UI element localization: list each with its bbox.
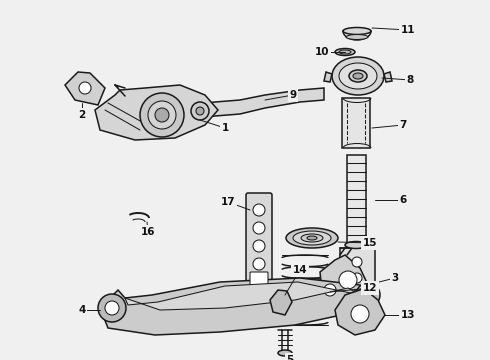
Polygon shape: [200, 88, 324, 118]
Text: 12: 12: [363, 283, 377, 293]
Ellipse shape: [353, 73, 363, 79]
Text: 14: 14: [293, 265, 307, 275]
Ellipse shape: [349, 70, 367, 82]
FancyBboxPatch shape: [246, 193, 272, 297]
Polygon shape: [65, 72, 105, 105]
Text: 5: 5: [286, 355, 294, 360]
Ellipse shape: [332, 57, 384, 95]
Circle shape: [352, 290, 362, 300]
Ellipse shape: [301, 234, 323, 242]
Ellipse shape: [293, 231, 331, 245]
Circle shape: [339, 271, 357, 289]
Circle shape: [79, 82, 91, 94]
Ellipse shape: [343, 27, 371, 35]
Text: 17: 17: [220, 197, 235, 207]
Circle shape: [356, 283, 380, 307]
Circle shape: [155, 108, 169, 122]
Polygon shape: [100, 278, 375, 335]
Polygon shape: [324, 72, 332, 82]
Circle shape: [148, 101, 176, 129]
FancyBboxPatch shape: [250, 272, 268, 290]
Text: 7: 7: [399, 120, 407, 130]
Circle shape: [253, 204, 265, 216]
Ellipse shape: [307, 236, 317, 240]
Ellipse shape: [286, 228, 338, 248]
Ellipse shape: [346, 35, 368, 40]
Circle shape: [98, 294, 126, 322]
Polygon shape: [320, 255, 368, 308]
Text: 1: 1: [221, 123, 229, 133]
Circle shape: [253, 222, 265, 234]
Polygon shape: [347, 155, 366, 245]
Circle shape: [191, 102, 209, 120]
Polygon shape: [340, 248, 375, 310]
Text: 8: 8: [406, 75, 414, 85]
Circle shape: [352, 273, 362, 283]
Polygon shape: [384, 72, 392, 82]
Text: 9: 9: [290, 90, 296, 100]
Text: 13: 13: [401, 310, 415, 320]
Circle shape: [324, 284, 336, 296]
Text: 11: 11: [401, 25, 415, 35]
Ellipse shape: [339, 50, 351, 54]
Circle shape: [351, 305, 369, 323]
Polygon shape: [95, 85, 218, 140]
Polygon shape: [270, 290, 292, 315]
Text: 15: 15: [363, 238, 377, 248]
Circle shape: [352, 257, 362, 267]
Circle shape: [105, 301, 119, 315]
Polygon shape: [342, 98, 370, 148]
Polygon shape: [125, 282, 360, 310]
Circle shape: [140, 93, 184, 137]
Ellipse shape: [339, 63, 377, 89]
Text: 10: 10: [315, 47, 329, 57]
Text: 16: 16: [141, 227, 155, 237]
Circle shape: [253, 240, 265, 252]
Circle shape: [253, 258, 265, 270]
Text: 4: 4: [78, 305, 86, 315]
Text: 2: 2: [78, 110, 86, 120]
Ellipse shape: [278, 350, 292, 356]
Circle shape: [253, 276, 265, 288]
Ellipse shape: [345, 242, 367, 248]
Text: 6: 6: [399, 195, 407, 205]
Circle shape: [196, 107, 204, 115]
Text: 3: 3: [392, 273, 399, 283]
Polygon shape: [335, 288, 385, 335]
Ellipse shape: [335, 49, 355, 55]
